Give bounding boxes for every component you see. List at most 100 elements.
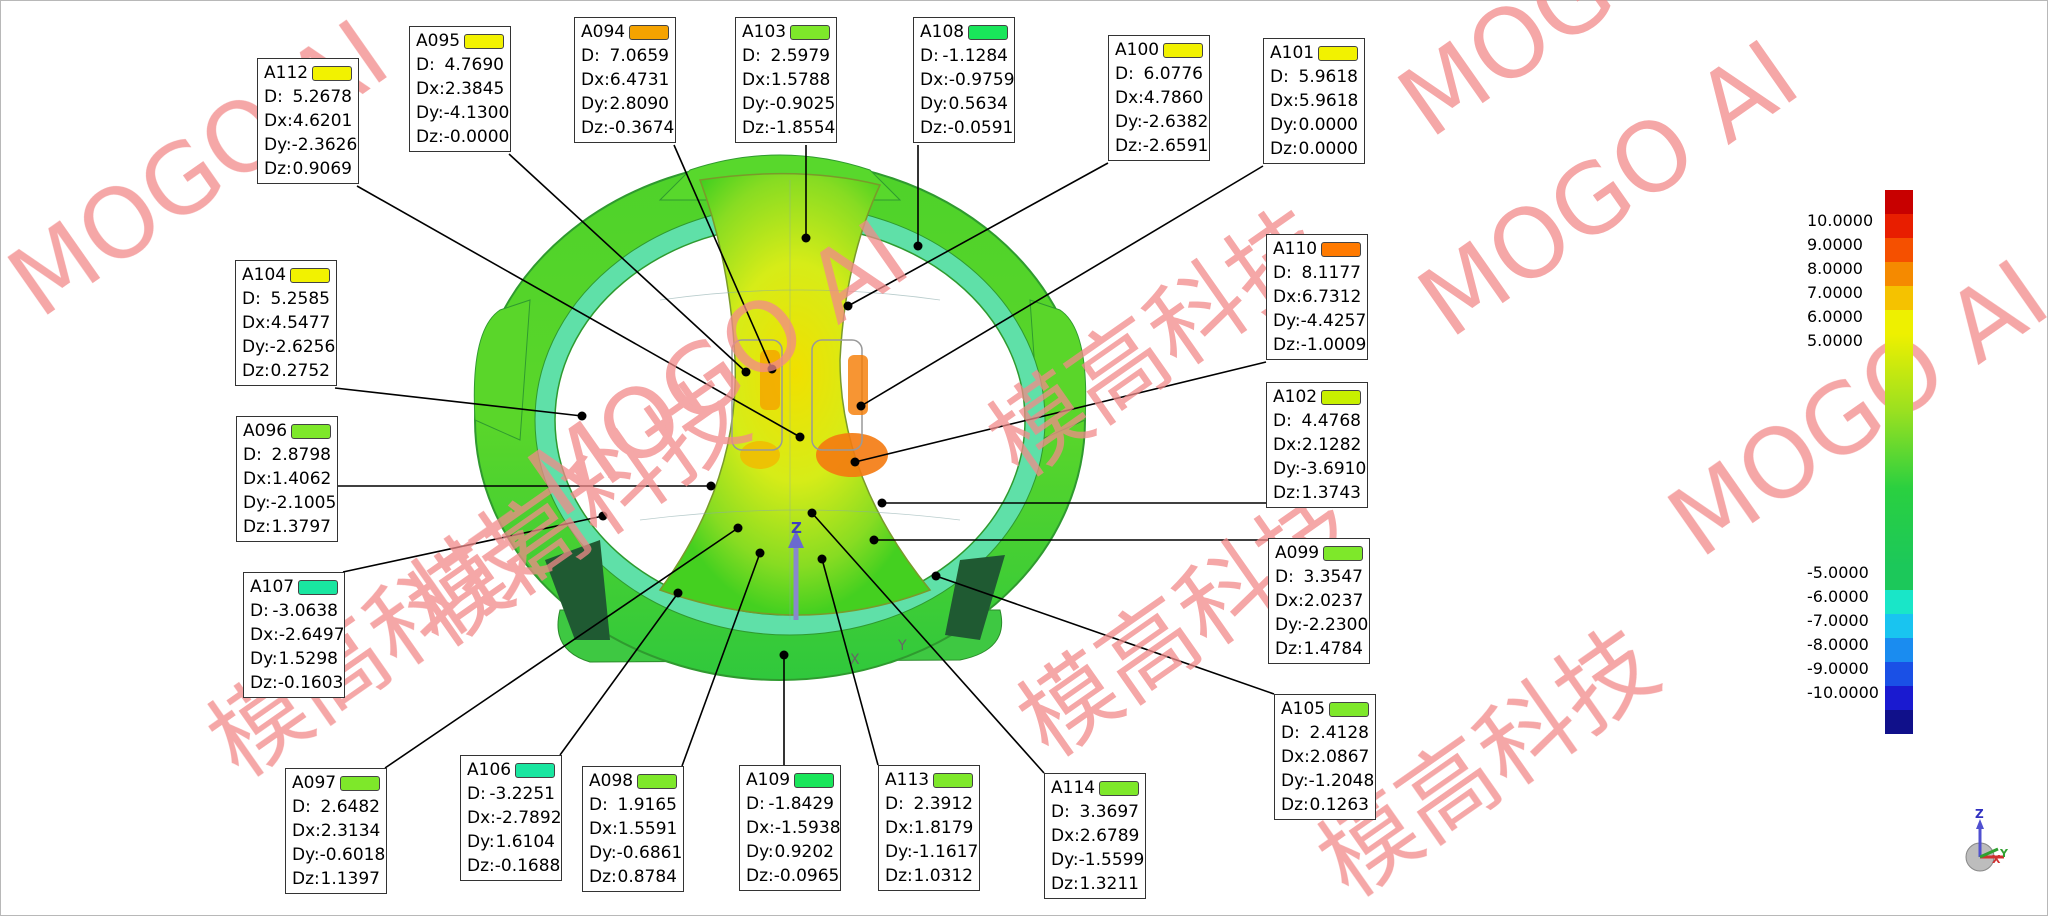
measurement-callout[interactable]: A104 D: 5.2585 Dx: 4.5477 Dy: -2.6256 Dz: 0.2752 [235, 260, 337, 386]
row-value: 0.1263 [1309, 795, 1369, 815]
row-label: D: [742, 46, 761, 66]
triad-x-label: X [1992, 853, 2001, 866]
measurement-callout[interactable]: A094 D: 7.0659 Dx: 6.4731 Dy: 2.8090 Dz: -0.3674 [574, 17, 676, 143]
measurement-callout[interactable]: A099 D: 3.3547 Dx: 2.0237 Dy: -2.2300 Dz: 1.4784 [1268, 538, 1370, 664]
row-value: 2.8798 [271, 445, 331, 465]
measurement-point[interactable] [817, 554, 827, 564]
color-scale-tick-label: 9.0000 [1807, 235, 1863, 254]
axis-y-label: Y [897, 638, 907, 654]
row-label: D: [920, 46, 939, 66]
row-value: 1.5298 [278, 649, 338, 669]
leader-line [935, 575, 1275, 695]
measurement-callout[interactable]: A102 D: 4.4768 Dx: 2.1282 Dy: -3.6910 Dz: 1.3743 [1266, 382, 1368, 508]
callout-id: A112 [264, 63, 309, 83]
measurement-callout[interactable]: A108 D: -1.1284 Dx: -0.9759 Dy: 0.5634 Dz: -0.05… [913, 17, 1015, 143]
callout-row-dy: Dy: -2.6256 [242, 335, 335, 359]
callout-row-d: D: 2.6482 [292, 795, 380, 819]
row-label: Dy: [920, 94, 948, 114]
leader-line [508, 153, 747, 373]
part-model[interactable] [473, 154, 1087, 681]
callout-row-d: D: 2.8798 [243, 443, 331, 467]
measurement-callout[interactable]: A110 D: 8.1177 Dx: 6.7312 Dy: -4.4257 Dz: -1.000… [1266, 234, 1368, 360]
measurement-callout[interactable]: A103 D: 2.5979 Dx: 1.5788 Dy: -0.9025 Dz: -1.855… [735, 17, 837, 143]
row-label: D: [1270, 67, 1289, 87]
callout-id: A108 [920, 22, 965, 42]
row-value: -1.1284 [942, 46, 1008, 66]
deviation-color-swatch [291, 423, 331, 439]
measurement-point[interactable] [801, 233, 811, 243]
measurement-point[interactable] [807, 508, 817, 518]
measurement-callout[interactable]: A095 D: 4.7690 Dx: 2.3845 Dy: -4.1300 Dz: -0.000… [409, 26, 511, 152]
color-scale-segment [1885, 262, 1913, 286]
measurement-callout[interactable]: A098 D: 1.9165 Dx: 1.5591 Dy: -0.6861 Dz: 0.8784 [582, 766, 684, 892]
row-label: D: [1273, 411, 1292, 431]
callout-row-d: D: 6.0776 [1115, 62, 1203, 86]
deviation-color-swatch [1099, 780, 1139, 796]
measurement-point[interactable] [931, 571, 941, 581]
callout-row-dz: Dz: 0.8784 [589, 865, 677, 889]
measurement-point[interactable] [577, 411, 587, 421]
row-label: Dx: [742, 70, 771, 90]
leader-line [334, 387, 583, 417]
measurement-point[interactable] [856, 401, 866, 411]
callout-row-dy: Dy: -4.1300 [416, 101, 509, 125]
measurement-point[interactable] [741, 367, 751, 377]
row-value: 2.3912 [913, 794, 973, 814]
row-label: Dz: [250, 673, 278, 693]
measurement-callout[interactable]: A105 D: 2.4128 Dx: 2.0867 Dy: -1.2048 Dz: 0.1263 [1274, 694, 1376, 820]
measurement-callout[interactable]: A113 D: 2.3912 Dx: 1.8179 Dy: -1.1617 Dz: 1.0312 [878, 765, 980, 891]
color-scale-segment [1885, 614, 1913, 638]
measurement-callout[interactable]: A101 D: 5.9618 Dx: 5.9618 Dy: 0.0000 Dz: 0.0000 [1263, 38, 1365, 164]
measurement-callout[interactable]: A097 D: 2.6482 Dx: 2.3134 Dy: -0.6018 Dz: 1.1397 [285, 768, 387, 894]
measurement-point[interactable] [767, 364, 777, 374]
row-label: Dy: [1115, 112, 1143, 132]
color-scale-segment [1885, 334, 1913, 566]
measurement-callout[interactable]: A106 D: -3.2251 Dx: -2.7892 Dy: 1.6104 Dz: -0.16… [460, 755, 562, 881]
callout-id: A102 [1273, 387, 1318, 407]
row-label: D: [1281, 723, 1300, 743]
color-scale-bar [1885, 190, 1913, 734]
deviation-color-swatch [290, 267, 330, 283]
row-value: 0.5634 [948, 94, 1008, 114]
measurement-point[interactable] [795, 432, 805, 442]
callout-row-dy: Dy: -3.6910 [1273, 457, 1366, 481]
measurement-point[interactable] [598, 511, 608, 521]
row-value: 6.4731 [609, 70, 670, 90]
measurement-point[interactable] [755, 548, 765, 558]
row-value: 6.7312 [1301, 287, 1362, 307]
row-label: D: [1051, 802, 1070, 822]
measurement-callout[interactable]: A096 D: 2.8798 Dx: 1.4062 Dy: -2.1005 Dz: 1.3797 [236, 416, 338, 542]
measurement-callout[interactable]: A109 D: -1.8429 Dx: -1.5938 Dy: 0.9202 Dz: -0.09… [739, 765, 841, 891]
measurement-point[interactable] [850, 457, 860, 467]
callout-row-dy: Dy: 2.8090 [581, 92, 669, 116]
measurement-callout[interactable]: A100 D: 6.0776 Dx: 4.7860 Dy: -2.6382 Dz: -2.659… [1108, 35, 1210, 161]
measurement-callout[interactable]: A107 D: -3.0638 Dx: -2.6497 Dy: 1.5298 Dz: -0.16… [243, 572, 345, 698]
measurement-callout[interactable]: A112 D: 5.2678 Dx: 4.6201 Dy: -2.3626 Dz: 0.9069 [257, 58, 359, 184]
measurement-point[interactable] [779, 650, 789, 660]
callout-row-dz: Dz: 1.1397 [292, 867, 380, 891]
measurement-point[interactable] [706, 481, 716, 491]
view-triad[interactable]: Z X Y [1950, 805, 2020, 885]
callout-row-dx: Dx: 1.8179 [885, 816, 973, 840]
measurement-point[interactable] [877, 498, 887, 508]
row-value: 0.9202 [774, 842, 834, 862]
row-label: Dz: [1051, 874, 1079, 894]
callout-row-dy: Dy: 1.6104 [467, 830, 555, 854]
measurement-point[interactable] [869, 535, 879, 545]
callout-row-dx: Dx: 1.5591 [589, 817, 677, 841]
row-label: Dy: [250, 649, 278, 669]
measurement-point[interactable] [843, 301, 853, 311]
row-value: 2.5979 [770, 46, 830, 66]
deviation-color-swatch [790, 24, 830, 40]
measurement-point[interactable] [913, 241, 923, 251]
callout-id: A100 [1115, 40, 1160, 60]
measurement-point[interactable] [673, 588, 683, 598]
callout-id: A104 [242, 265, 287, 285]
measurement-callout[interactable]: A114 D: 3.3697 Dx: 2.6789 Dy: -1.5599 Dz: 1.3211 [1044, 773, 1146, 899]
callout-id: A095 [416, 31, 461, 51]
row-label: Dx: [1281, 747, 1310, 767]
color-scale-segment [1885, 190, 1913, 214]
measurement-point[interactable] [733, 523, 743, 533]
row-label: Dz: [416, 127, 444, 147]
row-value: 0.8784 [617, 867, 677, 887]
